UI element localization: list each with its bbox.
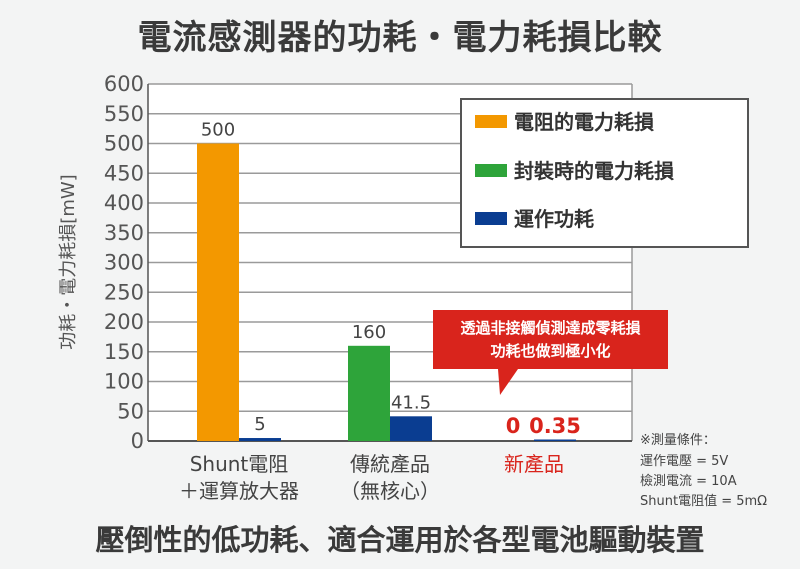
measurement-note: Shunt電阻值 = 5mΩ — [640, 493, 767, 509]
y-tick-label: 150 — [104, 340, 144, 364]
data-label: 500 — [201, 120, 235, 141]
legend-swatch-2 — [475, 212, 507, 225]
x-category-label-line2: （無核心） — [340, 479, 440, 503]
bar-2-1 — [390, 416, 432, 441]
callout-line-1: 透過非接觸偵測達成零耗損 — [460, 319, 641, 337]
data-label: 0 — [506, 414, 521, 438]
x-category-label: 新產品 — [504, 452, 564, 476]
y-tick-label: 300 — [104, 251, 144, 275]
y-tick-label: 550 — [104, 102, 144, 126]
y-axis-label: 功耗・電力耗損[mW] — [58, 174, 79, 349]
y-tick-label: 350 — [104, 221, 144, 245]
y-tick-label: 100 — [104, 370, 144, 394]
y-tick-label: 50 — [117, 399, 144, 423]
legend-box — [460, 98, 749, 248]
legend-swatch-0 — [475, 115, 507, 128]
x-category-label: 傳統產品 — [350, 452, 430, 476]
callout-box — [433, 310, 668, 395]
legend-label-1: 封裝時的電力耗損 — [514, 159, 675, 183]
bar-2-0 — [239, 438, 281, 441]
data-label: 0.35 — [529, 414, 581, 438]
y-tick-label: 500 — [104, 132, 144, 156]
x-category-label-line2: ＋運算放大器 — [179, 479, 299, 503]
measurement-note: 運作電壓 = 5V — [640, 454, 728, 469]
data-label: 41.5 — [391, 392, 431, 413]
footer-caption: 壓倒性的低功耗、適合運用於各型電池驅動裝置 — [95, 523, 705, 557]
legend-label-0: 電阻的電力耗損 — [514, 110, 655, 134]
legend-label-2: 運作功耗 — [514, 207, 594, 231]
measurement-note: 檢測電流 = 10A — [640, 473, 737, 489]
data-label: 160 — [352, 322, 386, 343]
y-tick-label: 200 — [104, 310, 144, 334]
y-tick-label: 0 — [131, 429, 144, 453]
chart-title: 電流感測器的功耗・電力耗損比較 — [137, 18, 663, 58]
bar-2-2 — [534, 439, 576, 441]
data-label: 5 — [254, 414, 265, 435]
y-tick-label: 400 — [104, 191, 144, 215]
x-category-label: Shunt電阻 — [190, 452, 289, 476]
y-tick-label: 450 — [104, 161, 144, 185]
measurement-note: ※測量條件： — [640, 433, 716, 448]
bar-0-0 — [197, 143, 239, 441]
legend-swatch-1 — [475, 164, 507, 177]
y-tick-label: 250 — [104, 280, 144, 304]
callout-line-2: 功耗也做到極小化 — [490, 342, 610, 360]
y-tick-label: 600 — [104, 72, 144, 96]
bar-1-1 — [348, 345, 390, 441]
